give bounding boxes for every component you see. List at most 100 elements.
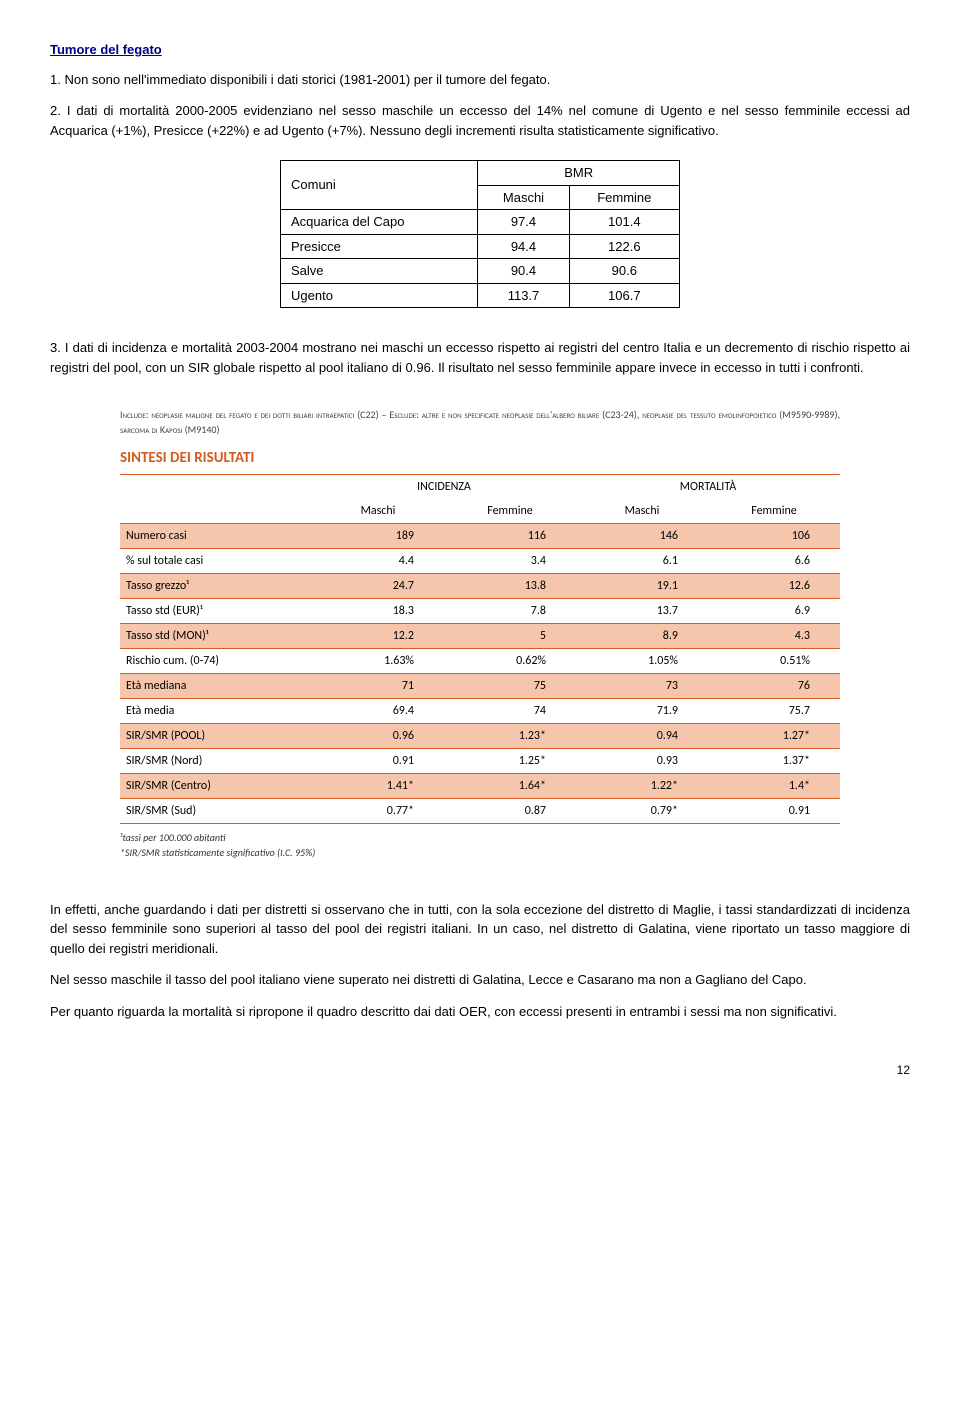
sintesi-col-inc-f: Femmine xyxy=(444,499,576,524)
bmr-row-f: 122.6 xyxy=(569,234,679,259)
sintesi-row: SIR/SMR (Sud)0.77*0.870.79*0.91 xyxy=(120,798,840,823)
sintesi-row-label: SIR/SMR (Nord) xyxy=(120,748,312,773)
sintesi-row: Età media69.47471.975.7 xyxy=(120,698,840,723)
bmr-row-m: 97.4 xyxy=(478,210,569,235)
sintesi-group-mortalita: MORTALITÀ xyxy=(576,474,840,499)
bmr-row: Ugento113.7106.7 xyxy=(281,283,680,308)
sintesi-row-label: SIR/SMR (Sud) xyxy=(120,798,312,823)
bmr-row: Salve90.490.6 xyxy=(281,259,680,284)
paragraph-5: Nel sesso maschile il tasso del pool ita… xyxy=(50,970,910,990)
sintesi-row-inc-f: 0.87 xyxy=(444,798,576,823)
section-heading: Tumore del fegato xyxy=(50,40,910,60)
sintesi-row-inc-m: 4.4 xyxy=(312,548,444,573)
sintesi-row-label: SIR/SMR (POOL) xyxy=(120,723,312,748)
bmr-row-f: 90.6 xyxy=(569,259,679,284)
sintesi-row-mor-m: 0.94 xyxy=(576,723,708,748)
sintesi-row-inc-m: 69.4 xyxy=(312,698,444,723)
bmr-row-m: 94.4 xyxy=(478,234,569,259)
sintesi-row-mor-f: 106 xyxy=(708,523,840,548)
sintesi-row-mor-f: 0.51% xyxy=(708,648,840,673)
sintesi-row-inc-m: 1.41* xyxy=(312,773,444,798)
sintesi-row-mor-m: 71.9 xyxy=(576,698,708,723)
sintesi-row: Tasso std (EUR)¹18.37.813.76.9 xyxy=(120,598,840,623)
sintesi-row-inc-f: 116 xyxy=(444,523,576,548)
paragraph-2: 2. I dati di mortalità 2000-2005 evidenz… xyxy=(50,101,910,140)
sintesi-row-inc-f: 1.64* xyxy=(444,773,576,798)
sintesi-row-mor-f: 75.7 xyxy=(708,698,840,723)
sintesi-row: Tasso std (MON)¹12.258.94.3 xyxy=(120,623,840,648)
sintesi-row-label: SIR/SMR (Centro) xyxy=(120,773,312,798)
sintesi-row-inc-m: 18.3 xyxy=(312,598,444,623)
sintesi-row-mor-f: 6.9 xyxy=(708,598,840,623)
sintesi-row: % sul totale casi4.43.46.16.6 xyxy=(120,548,840,573)
bmr-row-label: Acquarica del Capo xyxy=(281,210,478,235)
sintesi-row-mor-m: 0.93 xyxy=(576,748,708,773)
paragraph-1: 1. Non sono nell'immediato disponibili i… xyxy=(50,70,910,90)
sintesi-row-inc-m: 71 xyxy=(312,673,444,698)
sintesi-row-mor-m: 73 xyxy=(576,673,708,698)
sintesi-row-inc-m: 12.2 xyxy=(312,623,444,648)
sintesi-row-inc-m: 1.63% xyxy=(312,648,444,673)
sintesi-row: Età mediana71757376 xyxy=(120,673,840,698)
sintesi-row: SIR/SMR (Centro)1.41*1.64*1.22*1.4* xyxy=(120,773,840,798)
sintesi-row-mor-m: 1.05% xyxy=(576,648,708,673)
sintesi-row-label: Numero casi xyxy=(120,523,312,548)
bmr-row-m: 90.4 xyxy=(478,259,569,284)
sintesi-row-inc-f: 1.23* xyxy=(444,723,576,748)
sintesi-row-mor-f: 1.4* xyxy=(708,773,840,798)
sintesi-col-mor-m: Maschi xyxy=(576,499,708,524)
sintesi-row-label: Tasso std (MON)¹ xyxy=(120,623,312,648)
sintesi-row-mor-f: 12.6 xyxy=(708,573,840,598)
sintesi-row-inc-f: 13.8 xyxy=(444,573,576,598)
sintesi-row-label: Tasso grezzo¹ xyxy=(120,573,312,598)
bmr-table: Comuni BMR Maschi Femmine Acquarica del … xyxy=(280,160,680,308)
bmr-col-comuni: Comuni xyxy=(281,161,478,210)
sintesi-row-inc-f: 75 xyxy=(444,673,576,698)
sintesi-row-label: % sul totale casi xyxy=(120,548,312,573)
sintesi-row-inc-m: 189 xyxy=(312,523,444,548)
page-number: 12 xyxy=(50,1061,910,1079)
sintesi-table: INCIDENZA MORTALITÀ Maschi Femmine Masch… xyxy=(120,474,840,824)
bmr-row: Acquarica del Capo97.4101.4 xyxy=(281,210,680,235)
footnote-1: ¹tassi per 100.000 abitanti xyxy=(120,830,840,845)
paragraph-3: 3. I dati di incidenza e mortalità 2003-… xyxy=(50,338,910,377)
sintesi-row-inc-m: 24.7 xyxy=(312,573,444,598)
sintesi-row: Rischio cum. (0-74)1.63%0.62%1.05%0.51% xyxy=(120,648,840,673)
sintesi-row-mor-m: 6.1 xyxy=(576,548,708,573)
sintesi-row-label: Rischio cum. (0-74) xyxy=(120,648,312,673)
sintesi-row-mor-f: 0.91 xyxy=(708,798,840,823)
sintesi-row-mor-m: 8.9 xyxy=(576,623,708,648)
paragraph-4: In effetti, anche guardando i dati per d… xyxy=(50,900,910,959)
bmr-row-f: 101.4 xyxy=(569,210,679,235)
sintesi-row-mor-f: 1.37* xyxy=(708,748,840,773)
bmr-row-label: Presicce xyxy=(281,234,478,259)
sintesi-footnote: ¹tassi per 100.000 abitanti *SIR/SMR sta… xyxy=(120,830,840,860)
sintesi-row-label: Età media xyxy=(120,698,312,723)
sintesi-col-inc-m: Maschi xyxy=(312,499,444,524)
sintesi-row: Tasso grezzo¹24.713.819.112.6 xyxy=(120,573,840,598)
sintesi-row-mor-m: 13.7 xyxy=(576,598,708,623)
bmr-row-label: Salve xyxy=(281,259,478,284)
sintesi-row: SIR/SMR (POOL)0.961.23*0.941.27* xyxy=(120,723,840,748)
sintesi-row-mor-m: 146 xyxy=(576,523,708,548)
table-caption: Include: neoplasie maligne del fegato e … xyxy=(120,407,840,437)
bmr-row-label: Ugento xyxy=(281,283,478,308)
sintesi-row-label: Tasso std (EUR)¹ xyxy=(120,598,312,623)
sintesi-row-inc-f: 74 xyxy=(444,698,576,723)
paragraph-6: Per quanto riguarda la mortalità si ripr… xyxy=(50,1002,910,1022)
sintesi-row-mor-m: 1.22* xyxy=(576,773,708,798)
sintesi-row-mor-f: 6.6 xyxy=(708,548,840,573)
sintesi-row-label: Età mediana xyxy=(120,673,312,698)
bmr-row-m: 113.7 xyxy=(478,283,569,308)
sintesi-row-inc-f: 3.4 xyxy=(444,548,576,573)
sintesi-row: SIR/SMR (Nord)0.911.25*0.931.37* xyxy=(120,748,840,773)
sintesi-row-inc-m: 0.77* xyxy=(312,798,444,823)
sintesi-row-mor-m: 0.79* xyxy=(576,798,708,823)
sintesi-col-mor-f: Femmine xyxy=(708,499,840,524)
bmr-row-f: 106.7 xyxy=(569,283,679,308)
sintesi-row-inc-m: 0.96 xyxy=(312,723,444,748)
sintesi-row-mor-m: 19.1 xyxy=(576,573,708,598)
sintesi-row-mor-f: 1.27* xyxy=(708,723,840,748)
sintesi-row-inc-f: 1.25* xyxy=(444,748,576,773)
bmr-col-maschi: Maschi xyxy=(478,185,569,210)
